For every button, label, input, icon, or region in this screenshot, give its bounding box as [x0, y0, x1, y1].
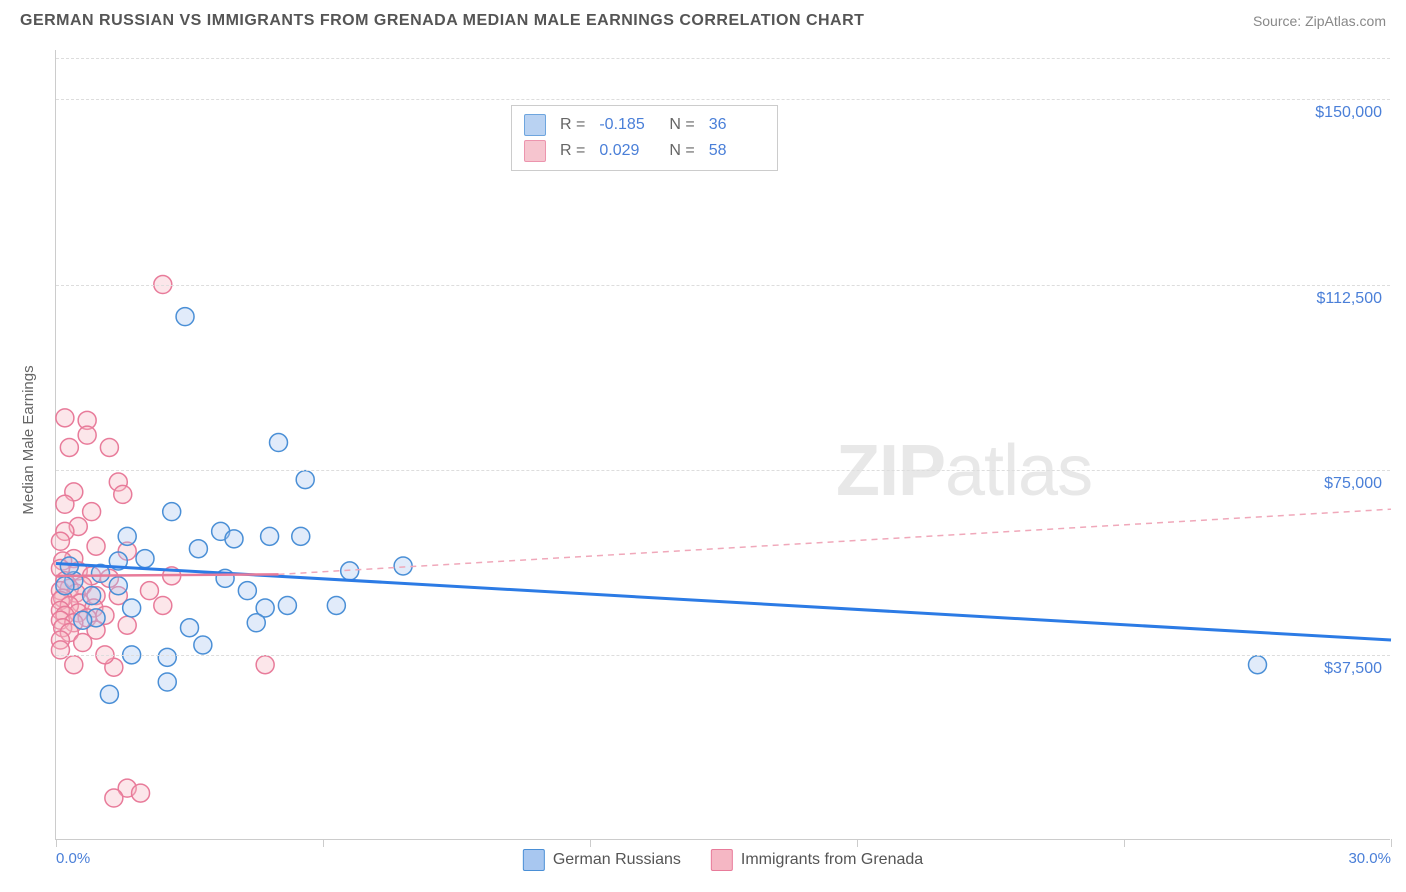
scatter-point: [296, 471, 314, 489]
stat-n-label: N =: [669, 116, 694, 134]
source-label: Source: ZipAtlas.com: [1253, 13, 1386, 29]
scatter-point: [100, 438, 118, 456]
scatter-point: [78, 426, 96, 444]
scatter-point: [83, 587, 101, 605]
scatter-point: [56, 495, 74, 513]
scatter-point: [247, 614, 265, 632]
chart-plot-area: ZIPatlas R =-0.185N =36R =0.029N =58 Ger…: [55, 50, 1390, 840]
gridline: [56, 470, 1390, 471]
y-tick-label: $112,500: [1316, 290, 1382, 308]
scatter-point: [327, 596, 345, 614]
scatter-point: [256, 656, 274, 674]
scatter-point: [56, 409, 74, 427]
scatter-point: [163, 503, 181, 521]
legend-item-1: German Russians: [523, 849, 681, 871]
x-tick-label: 0.0%: [56, 850, 90, 867]
stats-swatch: [524, 140, 546, 162]
chart-title: GERMAN RUSSIAN VS IMMIGRANTS FROM GRENAD…: [20, 12, 864, 30]
trend-line-pink-dashed: [279, 509, 1392, 574]
stats-swatch: [524, 114, 546, 136]
stats-legend-box: R = -0.185 N = 36 R = 0.029 N = 58: [511, 105, 778, 171]
stat-r-label: R =: [560, 116, 585, 134]
scatter-point: [225, 530, 243, 548]
scatter-point: [60, 438, 78, 456]
stats-row: R = -0.185 N = 36: [524, 112, 765, 138]
scatter-point: [136, 550, 154, 568]
x-tick: [1391, 839, 1392, 847]
scatter-point: [238, 582, 256, 600]
legend-swatch-2: [711, 849, 733, 871]
scatter-point: [74, 611, 92, 629]
legend-swatch-1: [523, 849, 545, 871]
scatter-point: [176, 308, 194, 326]
scatter-point: [56, 577, 74, 595]
scatter-point: [51, 532, 69, 550]
gridline: [56, 99, 1390, 100]
stat-n-label: N =: [669, 142, 694, 160]
legend-label-2: Immigrants from Grenada: [741, 851, 923, 869]
stat-r-value: 0.029: [599, 142, 655, 160]
scatter-point: [140, 582, 158, 600]
x-tick: [323, 839, 324, 847]
scatter-point: [118, 527, 136, 545]
scatter-point: [278, 596, 296, 614]
scatter-point: [158, 648, 176, 666]
scatter-point: [154, 596, 172, 614]
scatter-point: [132, 784, 150, 802]
stat-r-label: R =: [560, 142, 585, 160]
scatter-point: [87, 537, 105, 555]
scatter-point: [118, 616, 136, 634]
scatter-point: [194, 636, 212, 654]
scatter-point: [158, 673, 176, 691]
scatter-point: [51, 641, 69, 659]
scatter-point: [100, 685, 118, 703]
scatter-point: [74, 634, 92, 652]
bottom-legend: German Russians Immigrants from Grenada: [523, 849, 923, 871]
scatter-point: [123, 599, 141, 617]
y-axis-label: Median Male Earnings: [20, 365, 37, 514]
scatter-point: [1249, 656, 1267, 674]
gridline: [56, 655, 1390, 656]
gridline: [56, 285, 1390, 286]
scatter-point: [394, 557, 412, 575]
stat-n-value: 58: [709, 142, 765, 160]
trend-line-pink-solid: [56, 574, 279, 575]
x-tick-label: 30.0%: [1348, 850, 1391, 867]
scatter-point: [181, 619, 199, 637]
scatter-point: [261, 527, 279, 545]
x-tick: [857, 839, 858, 847]
scatter-point: [270, 434, 288, 452]
stat-n-value: 36: [709, 116, 765, 134]
scatter-point: [292, 527, 310, 545]
legend-item-2: Immigrants from Grenada: [711, 849, 923, 871]
x-tick: [56, 839, 57, 847]
scatter-point: [114, 485, 132, 503]
y-tick-label: $150,000: [1315, 104, 1382, 122]
scatter-point: [65, 656, 83, 674]
y-tick-label: $37,500: [1324, 660, 1382, 678]
legend-label-1: German Russians: [553, 851, 681, 869]
scatter-point: [83, 503, 101, 521]
scatter-point: [109, 577, 127, 595]
gridline: [56, 58, 1390, 59]
x-tick: [1124, 839, 1125, 847]
scatter-point: [105, 789, 123, 807]
stats-row: R = 0.029 N = 58: [524, 138, 765, 164]
scatter-point: [189, 540, 207, 558]
y-tick-label: $75,000: [1324, 475, 1382, 493]
stat-r-value: -0.185: [599, 116, 655, 134]
x-tick: [590, 839, 591, 847]
